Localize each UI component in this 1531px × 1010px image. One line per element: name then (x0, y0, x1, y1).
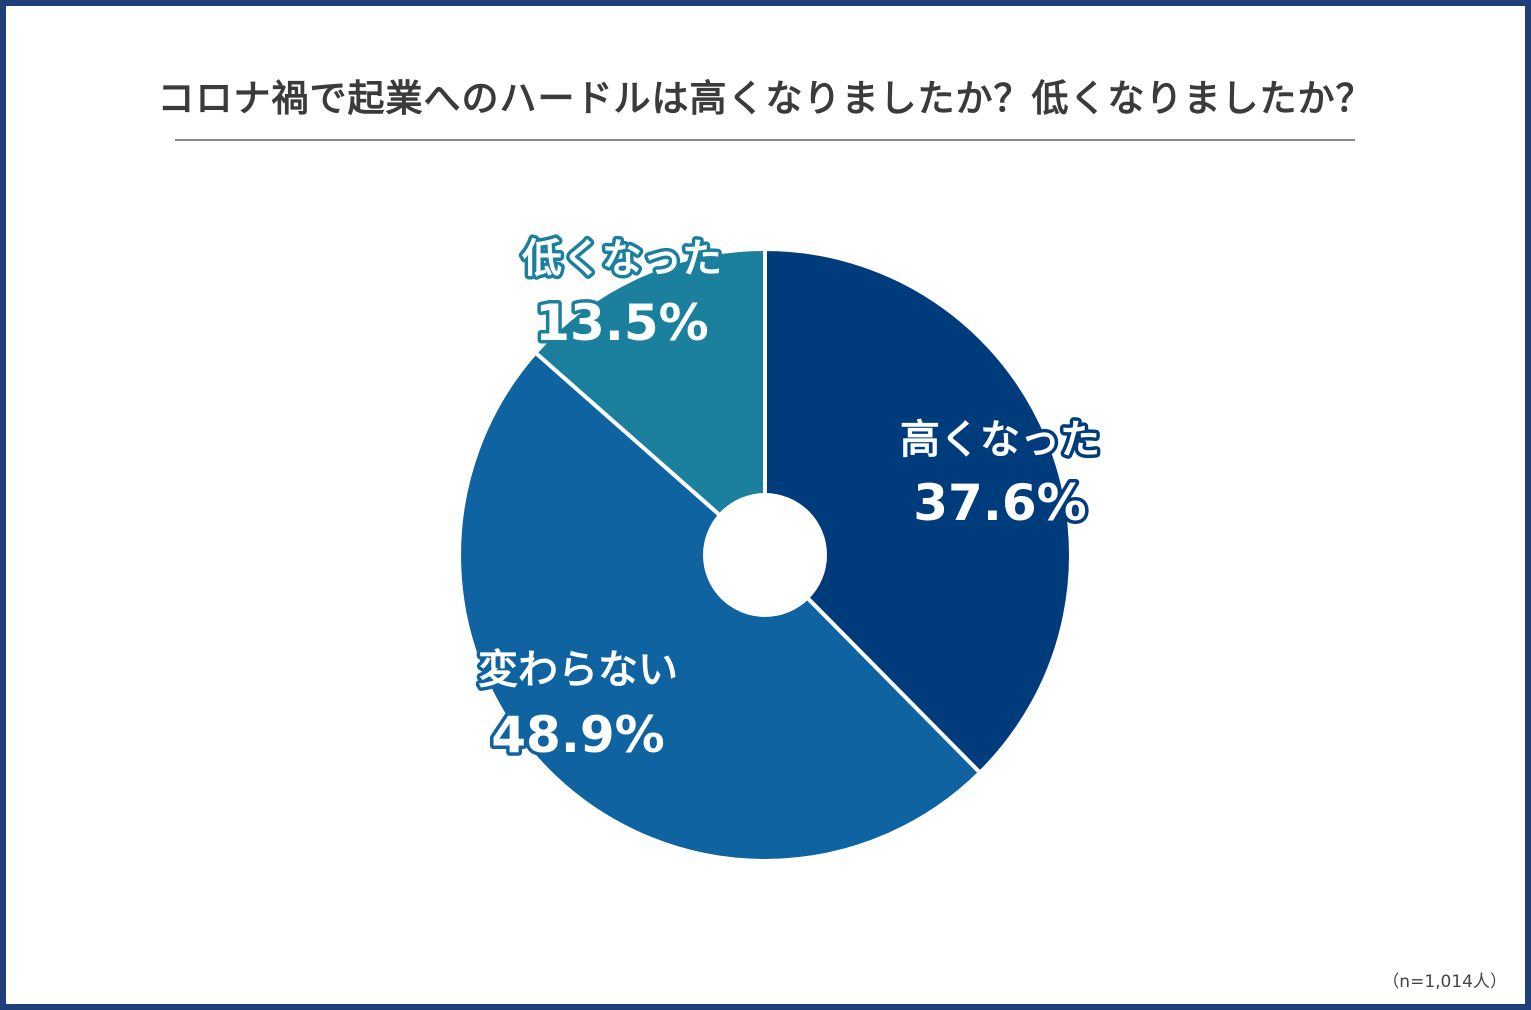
title-divider (175, 139, 1355, 141)
slice-value-label-2: 48.9% (491, 706, 664, 764)
pie-slice-2 (457, 350, 983, 863)
pie-slices (457, 247, 1073, 863)
sample-size-note: （n=1,014人） (1382, 972, 1507, 992)
donut-hole (703, 493, 827, 617)
slice-value-label-1: 37.6% (913, 474, 1086, 532)
slice-name-label-3: 低くなった (522, 236, 722, 282)
slice-name-label-2: 変わらない (478, 647, 678, 693)
slice-labels: 高くなった 37.6% 変わらない 48.9% 低くなった 13.5% (475, 233, 1104, 768)
chart-title: コロナ禍で起業へのハードルは高くなりましたか？低くなりましたか？ (157, 77, 1374, 120)
slice-value-label-3: 13.5% (535, 294, 708, 352)
slice-name-label-1: 高くなった (900, 417, 1100, 463)
pie-slice-3 (533, 247, 767, 557)
pie-slice-1 (763, 247, 1073, 775)
